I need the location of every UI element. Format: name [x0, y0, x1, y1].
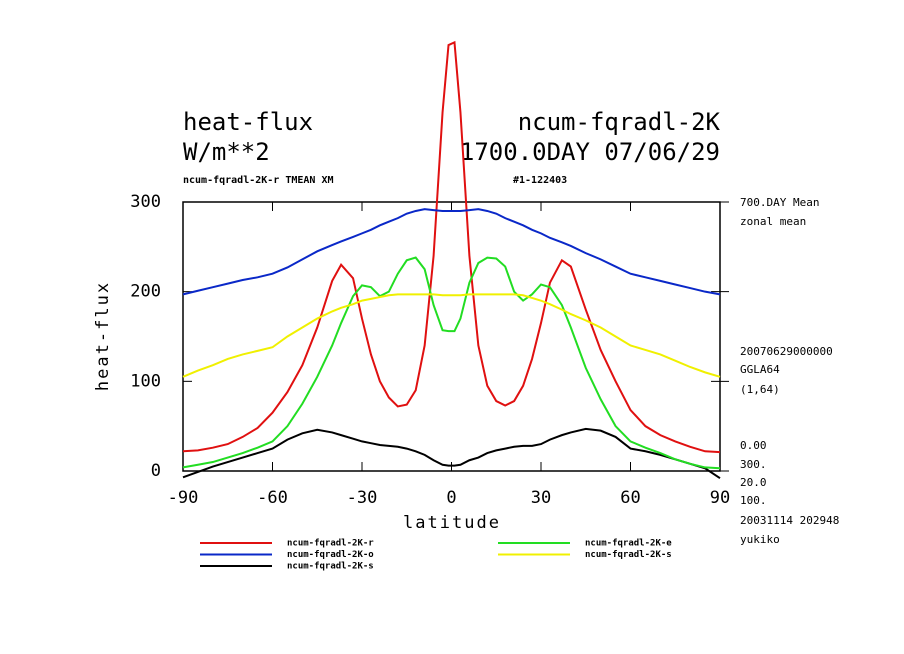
x-axis-label: latitude	[403, 513, 501, 533]
annotation: GGLA64	[740, 363, 780, 376]
series-line	[182, 208, 721, 296]
series-line	[182, 40, 721, 454]
annotation: yukiko	[740, 533, 780, 546]
series-line	[182, 256, 721, 470]
y-tick-label: 200	[130, 282, 161, 302]
subtitle-right: #1-122403	[513, 175, 567, 186]
x-tick-label: 60	[620, 488, 640, 508]
time-label: 1700.0DAY 07/06/29	[460, 138, 720, 166]
annotation: 100.	[740, 494, 767, 507]
legend-label: ncum-fqradl-2K-s	[287, 562, 374, 572]
x-tick-label: -30	[347, 488, 378, 508]
chart-title: heat-flux	[183, 108, 313, 136]
annotation: (1,64)	[740, 383, 780, 396]
annotation: 300.	[740, 458, 767, 471]
legend-label: ncum-fqradl-2K-s	[585, 550, 672, 560]
legend-label: ncum-fqradl-2K-e	[585, 539, 672, 549]
annotation: 20031114 202948	[740, 514, 839, 527]
x-tick-label: -60	[257, 488, 288, 508]
legend-label: ncum-fqradl-2K-o	[287, 550, 374, 560]
x-tick-label: 0	[446, 488, 456, 508]
y-axis-label: heat-flux	[93, 281, 113, 391]
y-tick-label: 0	[151, 461, 161, 481]
annotation: 20.0	[740, 476, 767, 489]
series-line	[182, 427, 721, 480]
experiment-title: ncum-fqradl-2K	[518, 108, 721, 136]
annotation: 700.DAY Mean	[740, 196, 819, 209]
x-tick-label: 30	[531, 488, 551, 508]
series-line	[182, 293, 721, 378]
x-tick-label: 90	[710, 488, 730, 508]
plot-frame	[182, 201, 721, 472]
annotation: 0.00	[740, 439, 767, 452]
legend-label: ncum-fqradl-2K-r	[287, 539, 374, 549]
subtitle: ncum-fqradl-2K-r TMEAN XM	[183, 175, 334, 186]
units: W/m**2	[183, 138, 270, 166]
y-tick-label: 100	[130, 371, 161, 391]
annotation: 20070629000000	[740, 345, 833, 358]
annotation: zonal mean	[740, 215, 806, 228]
y-tick-label: 300	[130, 192, 161, 212]
x-tick-label: -90	[168, 488, 199, 508]
